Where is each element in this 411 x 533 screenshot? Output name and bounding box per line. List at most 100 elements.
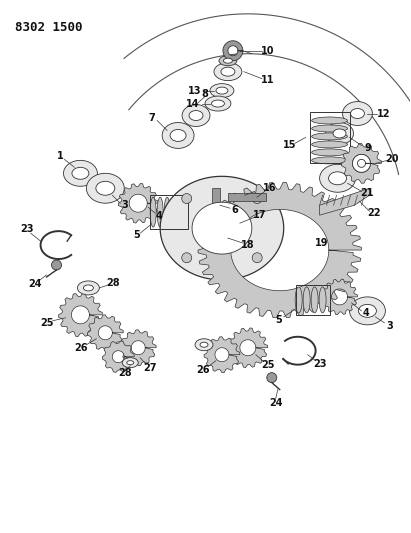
Text: 15: 15 (283, 140, 296, 150)
Text: 13: 13 (188, 86, 202, 95)
Text: 1: 1 (57, 151, 64, 161)
Text: 8: 8 (201, 88, 208, 99)
Text: 23: 23 (20, 224, 33, 234)
Text: 9: 9 (364, 143, 371, 154)
Ellipse shape (312, 141, 348, 148)
Ellipse shape (72, 167, 89, 179)
Ellipse shape (205, 96, 231, 111)
Circle shape (252, 193, 262, 204)
Text: 8302 1500: 8302 1500 (15, 21, 82, 34)
Ellipse shape (63, 160, 97, 186)
Text: 5: 5 (133, 230, 140, 240)
Polygon shape (228, 328, 268, 368)
Polygon shape (58, 293, 102, 337)
Ellipse shape (210, 84, 234, 98)
Circle shape (182, 193, 192, 204)
Ellipse shape (77, 281, 99, 295)
Text: 28: 28 (118, 368, 132, 378)
Ellipse shape (164, 197, 170, 227)
Ellipse shape (83, 285, 93, 291)
Ellipse shape (195, 339, 213, 351)
Polygon shape (160, 176, 284, 280)
Ellipse shape (86, 173, 124, 203)
Ellipse shape (333, 129, 346, 138)
Text: 12: 12 (376, 109, 390, 118)
Text: 25: 25 (40, 318, 53, 328)
Ellipse shape (127, 361, 134, 365)
Text: 22: 22 (368, 208, 381, 218)
Text: 4: 4 (363, 308, 370, 318)
Ellipse shape (295, 287, 302, 313)
Text: 26: 26 (75, 343, 88, 353)
Bar (150, 195, 188, 229)
Ellipse shape (349, 297, 386, 325)
Ellipse shape (122, 358, 138, 368)
Circle shape (182, 253, 192, 263)
Text: 5: 5 (275, 315, 282, 325)
Polygon shape (204, 337, 240, 373)
Text: 27: 27 (143, 362, 157, 373)
Text: 4: 4 (156, 211, 162, 221)
Ellipse shape (326, 123, 353, 144)
Ellipse shape (162, 123, 194, 148)
Ellipse shape (351, 109, 365, 118)
Ellipse shape (319, 287, 326, 313)
Ellipse shape (171, 197, 177, 227)
Ellipse shape (189, 110, 203, 120)
Ellipse shape (170, 130, 186, 141)
Text: 19: 19 (315, 238, 328, 248)
Ellipse shape (312, 125, 348, 132)
Ellipse shape (328, 172, 346, 185)
Polygon shape (320, 188, 369, 215)
Ellipse shape (312, 157, 348, 164)
Text: 20: 20 (386, 155, 399, 164)
Ellipse shape (311, 287, 318, 313)
Ellipse shape (303, 287, 310, 313)
Bar (309, 111, 349, 163)
Ellipse shape (182, 104, 210, 126)
Text: 11: 11 (261, 75, 275, 85)
Text: 3: 3 (121, 200, 128, 210)
Bar (212, 188, 220, 223)
Text: 25: 25 (261, 360, 275, 370)
Polygon shape (321, 279, 358, 314)
Text: 21: 21 (361, 188, 374, 198)
Ellipse shape (216, 87, 228, 94)
Ellipse shape (221, 67, 235, 76)
Text: 23: 23 (313, 359, 326, 369)
Circle shape (51, 260, 62, 270)
Ellipse shape (178, 197, 184, 227)
Text: 3: 3 (386, 321, 393, 331)
Polygon shape (353, 155, 370, 172)
Ellipse shape (320, 164, 356, 192)
Ellipse shape (312, 149, 348, 156)
Ellipse shape (157, 197, 163, 227)
Bar (296, 285, 330, 315)
Ellipse shape (150, 197, 156, 227)
Polygon shape (88, 315, 123, 351)
Text: 6: 6 (231, 205, 238, 215)
Text: 18: 18 (241, 240, 255, 250)
Text: 28: 28 (106, 278, 120, 288)
Ellipse shape (214, 63, 242, 80)
Text: 24: 24 (28, 279, 42, 289)
Circle shape (252, 253, 262, 263)
Polygon shape (120, 330, 156, 366)
Polygon shape (223, 41, 243, 61)
Text: 24: 24 (269, 398, 282, 408)
Polygon shape (118, 183, 158, 223)
Ellipse shape (219, 56, 237, 66)
Polygon shape (198, 182, 361, 318)
Bar (228, 193, 266, 201)
Text: 10: 10 (261, 46, 275, 56)
Ellipse shape (224, 58, 232, 63)
Ellipse shape (312, 117, 348, 124)
Ellipse shape (212, 100, 224, 107)
Polygon shape (102, 341, 134, 373)
Text: 16: 16 (263, 183, 277, 193)
Ellipse shape (342, 102, 372, 125)
Ellipse shape (312, 133, 348, 140)
Polygon shape (192, 202, 252, 254)
Ellipse shape (200, 342, 208, 347)
Polygon shape (342, 143, 381, 183)
